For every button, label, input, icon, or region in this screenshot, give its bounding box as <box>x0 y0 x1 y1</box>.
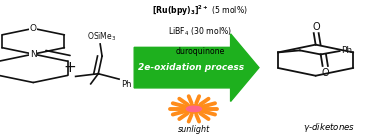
Text: sunlight: sunlight <box>178 125 210 134</box>
Text: 2e-oxidation process: 2e-oxidation process <box>138 63 244 72</box>
Text: OSiMe$_3$: OSiMe$_3$ <box>87 30 117 43</box>
Text: Ph: Ph <box>341 46 352 55</box>
Text: $\gamma$-diketones: $\gamma$-diketones <box>303 121 355 134</box>
Text: LiBF$_4$ (30 mol%): LiBF$_4$ (30 mol%) <box>168 26 232 38</box>
Text: $\mathbf{[Ru(bpy)_3]^{2+}}$ (5 mol%): $\mathbf{[Ru(bpy)_3]^{2+}}$ (5 mol%) <box>152 3 248 18</box>
Text: O: O <box>30 24 37 33</box>
Text: O: O <box>312 21 320 32</box>
Text: N: N <box>30 50 37 59</box>
Text: duroquinone: duroquinone <box>176 47 225 56</box>
Text: Ph: Ph <box>121 81 132 89</box>
Text: +: + <box>64 60 76 75</box>
Text: O: O <box>321 68 329 78</box>
FancyArrow shape <box>134 34 259 101</box>
Circle shape <box>182 105 206 113</box>
Circle shape <box>186 106 201 112</box>
